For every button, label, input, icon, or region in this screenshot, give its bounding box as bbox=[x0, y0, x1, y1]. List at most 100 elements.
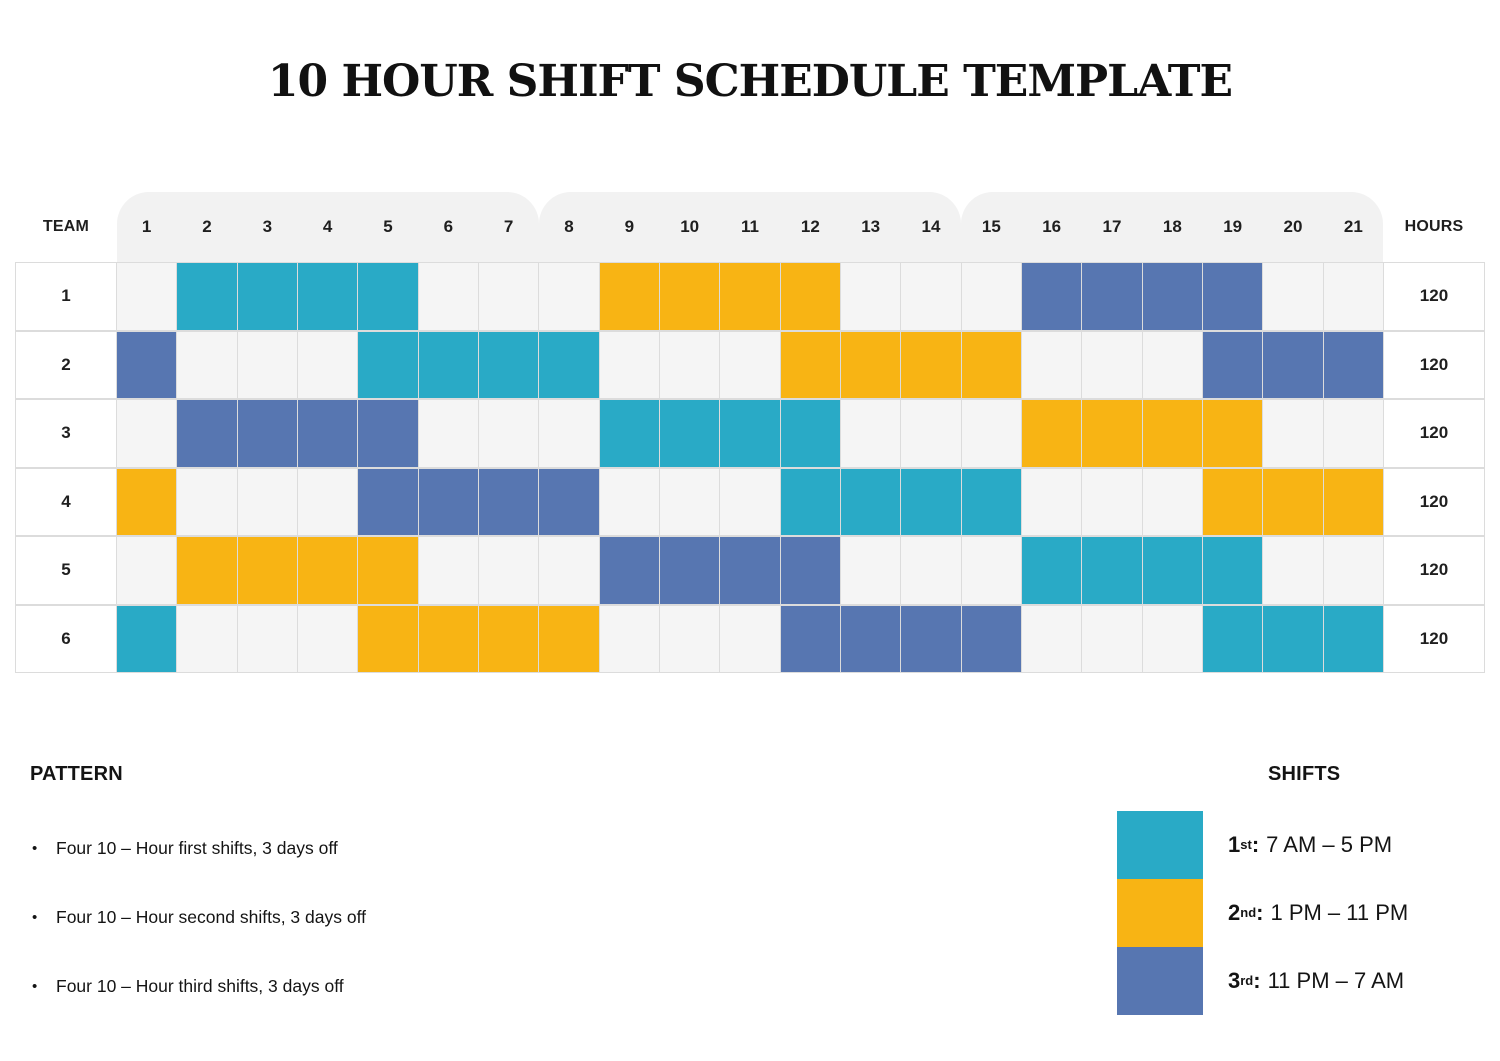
schedule-cell-team5-day8 bbox=[539, 537, 599, 604]
schedule-cell-team6-day11 bbox=[720, 605, 780, 672]
day-header-2: 2 bbox=[202, 217, 212, 236]
schedule-cell-team2-day15 bbox=[961, 331, 1021, 398]
schedule-cell-team1-day16 bbox=[1021, 263, 1082, 330]
schedule-cell-team6-day15 bbox=[961, 605, 1021, 672]
schedule-cell-team1-day2 bbox=[177, 263, 237, 330]
pattern-item-3: Four 10 – Hour third shifts, 3 days off bbox=[30, 973, 670, 1000]
week-group-tab-3 bbox=[961, 192, 1383, 262]
schedule-cell-team4-day13 bbox=[840, 468, 901, 535]
schedule-cell-team2-day9 bbox=[599, 331, 659, 398]
schedule-cell-team5-day1 bbox=[117, 537, 177, 604]
schedule-cell-team4-day1 bbox=[117, 468, 177, 535]
schedule-cell-team5-day17 bbox=[1082, 537, 1142, 604]
schedule-cell-team2-day5 bbox=[358, 331, 418, 398]
schedule-cell-team1-day4 bbox=[297, 263, 358, 330]
team-label-1: 1 bbox=[16, 263, 116, 330]
day-header-14: 14 bbox=[921, 217, 941, 236]
schedule-cell-team3-day13 bbox=[840, 400, 901, 467]
team-label-2: 2 bbox=[16, 331, 116, 398]
schedule-cell-team4-day21 bbox=[1323, 468, 1383, 535]
legend-ordinal: 1 bbox=[1228, 832, 1241, 857]
schedule-cell-team1-day5 bbox=[358, 263, 418, 330]
schedule-cell-team6-day2 bbox=[177, 605, 237, 672]
team-label-6: 6 bbox=[16, 605, 116, 672]
hours-value-team2: 120 bbox=[1383, 331, 1484, 398]
schedule-cell-team5-day13 bbox=[840, 537, 901, 604]
day-header-18: 18 bbox=[1162, 217, 1182, 236]
page-title: 10 HOUR SHIFT SCHEDULE TEMPLATE bbox=[267, 56, 1233, 107]
day-header-8: 8 bbox=[564, 217, 574, 236]
day-header-11: 11 bbox=[741, 217, 759, 236]
schedule-cell-team3-day15 bbox=[961, 400, 1021, 467]
schedule-cell-team3-day21 bbox=[1323, 400, 1383, 467]
schedule-cell-team1-day17 bbox=[1082, 263, 1142, 330]
schedule-cell-team2-day20 bbox=[1263, 331, 1323, 398]
day-header-16: 16 bbox=[1042, 217, 1062, 236]
schedule-cell-team2-day21 bbox=[1323, 331, 1383, 398]
schedule-cell-team2-day1 bbox=[117, 331, 177, 398]
schedule-cell-team3-day4 bbox=[297, 400, 358, 467]
legend-separator: : bbox=[1256, 900, 1264, 925]
legend-swatch-third-shift bbox=[1117, 947, 1203, 1015]
hours-value-team5: 120 bbox=[1383, 537, 1484, 604]
schedule-cell-team4-day6 bbox=[418, 468, 478, 535]
schedule-cell-team4-day10 bbox=[659, 468, 720, 535]
legend-separator: : bbox=[1251, 832, 1260, 857]
schedule-cell-team2-day7 bbox=[478, 331, 539, 398]
schedule-cell-team6-day5 bbox=[358, 605, 418, 672]
schedule-cell-team5-day5 bbox=[358, 537, 418, 604]
schedule-cell-team3-day10 bbox=[659, 400, 720, 467]
schedule-cell-team3-day18 bbox=[1142, 400, 1202, 467]
schedule-cell-team5-day16 bbox=[1021, 537, 1082, 604]
schedule-cell-team4-day8 bbox=[539, 468, 599, 535]
schedule-cell-team6-day8 bbox=[539, 605, 599, 672]
schedule-cell-team2-day6 bbox=[418, 331, 478, 398]
schedule-cell-team5-day4 bbox=[297, 537, 358, 604]
schedule-header-row: TEAM 1 2 3 4 5 6 7 8 9 10 11 12 13 14 15 16 17 18 19 20 21 HOU… bbox=[15, 192, 1485, 262]
legend-separator: : bbox=[1253, 968, 1261, 993]
schedule-cell-team4-day18 bbox=[1142, 468, 1202, 535]
week-group-tabs bbox=[117, 192, 1383, 262]
schedule-cell-team6-day12 bbox=[780, 605, 840, 672]
pattern-list: Four 10 – Hour first shifts, 3 days off F… bbox=[30, 835, 670, 1000]
day-header-6: 6 bbox=[443, 217, 454, 236]
schedule-cell-team2-day17 bbox=[1082, 331, 1142, 398]
team-label-5: 5 bbox=[16, 537, 116, 604]
schedule-cell-team2-day10 bbox=[659, 331, 720, 398]
schedule-cell-team3-day9 bbox=[599, 400, 659, 467]
schedule-cell-team6-day10 bbox=[659, 605, 720, 672]
schedule-cell-team5-day20 bbox=[1263, 537, 1323, 604]
day-header-21: 21 bbox=[1343, 217, 1363, 236]
schedule-cell-team6-day4 bbox=[297, 605, 358, 672]
schedule-cell-team2-day3 bbox=[237, 331, 297, 398]
schedule-cell-team1-day14 bbox=[901, 263, 961, 330]
schedule-cell-team3-day2 bbox=[177, 400, 237, 467]
schedule-cell-team3-day12 bbox=[780, 400, 840, 467]
legend-ordinal: 3 bbox=[1228, 968, 1241, 993]
schedule-cell-team2-day18 bbox=[1142, 331, 1202, 398]
legend-swatch-second-shift bbox=[1117, 879, 1203, 947]
day-header-12: 12 bbox=[800, 217, 820, 236]
schedule-cell-team1-day12 bbox=[780, 263, 840, 330]
day-header-10: 10 bbox=[680, 217, 700, 236]
pattern-item-2: Four 10 – Hour second shifts, 3 days off bbox=[30, 904, 670, 931]
schedule-cell-team1-day8 bbox=[539, 263, 599, 330]
schedule-cell-team4-day3 bbox=[237, 468, 297, 535]
schedule-cell-team6-day6 bbox=[418, 605, 478, 672]
schedule-cell-team3-day20 bbox=[1263, 400, 1323, 467]
schedule-cell-team4-day14 bbox=[901, 468, 961, 535]
pattern-section: PATTERN Four 10 – Hour first shifts, 3 d… bbox=[30, 763, 670, 1042]
schedule-cell-team1-day20 bbox=[1263, 263, 1323, 330]
schedule-cell-team2-day14 bbox=[901, 331, 961, 398]
week-group-tab-1 bbox=[117, 192, 539, 262]
schedule-cell-team1-day1 bbox=[117, 263, 177, 330]
schedule-cell-team1-day18 bbox=[1142, 263, 1202, 330]
schedule-cell-team5-day10 bbox=[659, 537, 720, 604]
schedule-cell-team6-day13 bbox=[840, 605, 901, 672]
schedule-cell-team3-day5 bbox=[358, 400, 418, 467]
schedule-cell-team2-day19 bbox=[1202, 331, 1263, 398]
schedule-cell-team4-day17 bbox=[1082, 468, 1142, 535]
